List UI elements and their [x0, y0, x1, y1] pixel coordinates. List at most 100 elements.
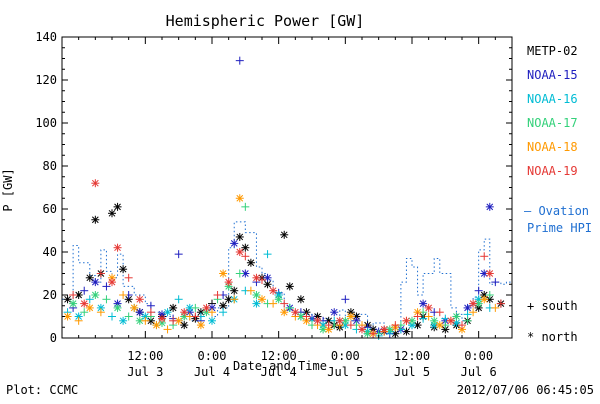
south-marker	[491, 303, 500, 312]
south-marker	[102, 282, 111, 291]
marker-stroke	[464, 304, 471, 312]
marker-stroke	[425, 304, 433, 312]
north-marker	[363, 329, 372, 338]
north-marker	[113, 243, 122, 252]
marker-stroke	[75, 291, 83, 299]
south-marker	[474, 286, 483, 295]
marker-stroke	[147, 317, 155, 325]
marker-stroke	[247, 259, 255, 267]
north-marker	[141, 312, 150, 321]
north-marker	[402, 316, 411, 325]
marker-stroke	[114, 244, 121, 252]
south-marker	[146, 308, 155, 317]
marker-stroke	[236, 233, 244, 241]
north-marker	[113, 303, 122, 312]
south-marker	[80, 308, 89, 317]
marker-stroke	[447, 317, 455, 325]
marker-stroke	[64, 313, 71, 320]
marker-stroke	[230, 287, 238, 295]
north-marker	[230, 239, 239, 248]
south-marker	[324, 321, 333, 330]
marker-stroke	[91, 291, 99, 299]
marker-stroke	[280, 231, 288, 239]
north-marker	[246, 258, 255, 267]
marker-stroke	[303, 308, 310, 316]
data-points-layer	[63, 56, 505, 340]
marker-stroke	[258, 295, 266, 303]
x-tick-date-label: Jul 3	[127, 365, 163, 379]
north-marker	[252, 273, 261, 282]
south-marker	[458, 321, 466, 330]
footer-plot-credit: Plot: CCMC	[6, 383, 78, 397]
south-marker	[169, 316, 178, 325]
marker-stroke	[330, 308, 338, 316]
north-marker	[208, 316, 216, 325]
north-marker	[235, 194, 244, 203]
marker-stroke	[203, 304, 210, 312]
north-marker	[85, 273, 94, 282]
north-marker	[469, 299, 478, 308]
y-tick-label: 140	[35, 30, 57, 44]
marker-stroke	[436, 321, 444, 329]
marker-stroke	[314, 317, 321, 325]
north-marker	[319, 325, 328, 334]
y-tick-label: 0	[50, 331, 57, 345]
marker-stroke	[80, 300, 88, 307]
north-marker	[241, 243, 250, 252]
marker-stroke	[241, 270, 249, 277]
north-marker	[80, 299, 89, 308]
south-marker	[80, 286, 89, 295]
south-marker	[369, 329, 378, 338]
marker-stroke	[486, 295, 494, 303]
marker-stroke	[169, 304, 177, 312]
marker-stroke	[430, 317, 438, 325]
marker-stroke	[114, 203, 121, 211]
south-marker	[463, 316, 472, 325]
marker-stroke	[108, 278, 116, 286]
north-marker	[180, 308, 189, 317]
north-marker	[224, 278, 233, 287]
y-tick-label: 120	[35, 73, 57, 87]
north-marker	[169, 303, 178, 312]
marker-stroke	[108, 209, 116, 217]
north-marker	[202, 303, 211, 312]
north-marker	[119, 265, 128, 274]
south-marker	[241, 202, 250, 211]
marker-stroke	[136, 295, 144, 303]
south-marker	[391, 321, 400, 330]
north-marker	[313, 316, 322, 325]
marker-stroke	[286, 283, 294, 290]
south-marker	[119, 291, 128, 299]
north-marker	[330, 308, 339, 317]
marker-stroke	[125, 295, 133, 303]
marker-stroke	[325, 317, 333, 325]
north-marker	[380, 325, 389, 334]
north-marker	[235, 232, 244, 241]
marker-stroke	[91, 278, 99, 286]
north-marker	[91, 291, 100, 299]
marker-stroke	[419, 300, 427, 307]
south-marker	[258, 275, 266, 284]
marker-stroke	[119, 317, 127, 325]
north-marker	[219, 301, 228, 310]
south-marker	[435, 308, 444, 317]
north-marker	[174, 316, 183, 325]
marker-stroke	[236, 194, 244, 202]
north-marker	[69, 299, 78, 308]
south-marker	[163, 325, 172, 334]
marker-stroke	[408, 317, 416, 325]
marker-stroke	[453, 313, 460, 320]
north-marker	[280, 230, 289, 239]
north-marker	[91, 215, 100, 224]
legend-series-label: NOAA-18	[527, 140, 578, 154]
south-marker	[413, 312, 422, 321]
marker-stroke	[475, 300, 483, 307]
marker-stroke	[319, 326, 327, 333]
south-marker	[496, 299, 505, 308]
north-marker	[430, 316, 439, 325]
north-marker	[285, 282, 294, 291]
south-marker	[191, 312, 200, 321]
marker-stroke	[347, 313, 355, 320]
